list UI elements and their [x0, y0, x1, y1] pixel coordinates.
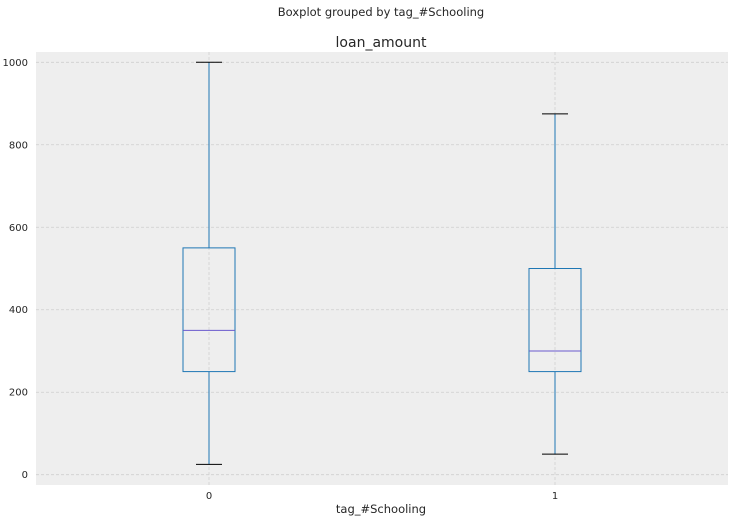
- box-group-1: [528, 113, 582, 455]
- box-iqr: [528, 268, 582, 373]
- x-tick-label: 0: [206, 491, 212, 502]
- chart-suptitle: Boxplot grouped by tag_#Schooling: [278, 5, 484, 19]
- plot-area: [36, 52, 728, 485]
- y-tick-label: 200: [9, 388, 28, 399]
- y-tick-labels: 0 200 400 600 800 1000: [3, 58, 28, 481]
- x-tick-label: 1: [552, 491, 558, 502]
- y-tick-label: 600: [9, 223, 28, 234]
- y-tick-label: 1000: [3, 58, 28, 69]
- box-layer: [182, 61, 582, 465]
- x-axis-label: tag_#Schooling: [336, 502, 426, 516]
- y-tick-label: 400: [9, 305, 28, 316]
- box-iqr: [182, 247, 236, 373]
- y-tick-label: 0: [22, 470, 28, 481]
- chart-title: loan_amount: [336, 35, 427, 51]
- box-group-0: [182, 61, 236, 465]
- y-tick-label: 800: [9, 140, 28, 151]
